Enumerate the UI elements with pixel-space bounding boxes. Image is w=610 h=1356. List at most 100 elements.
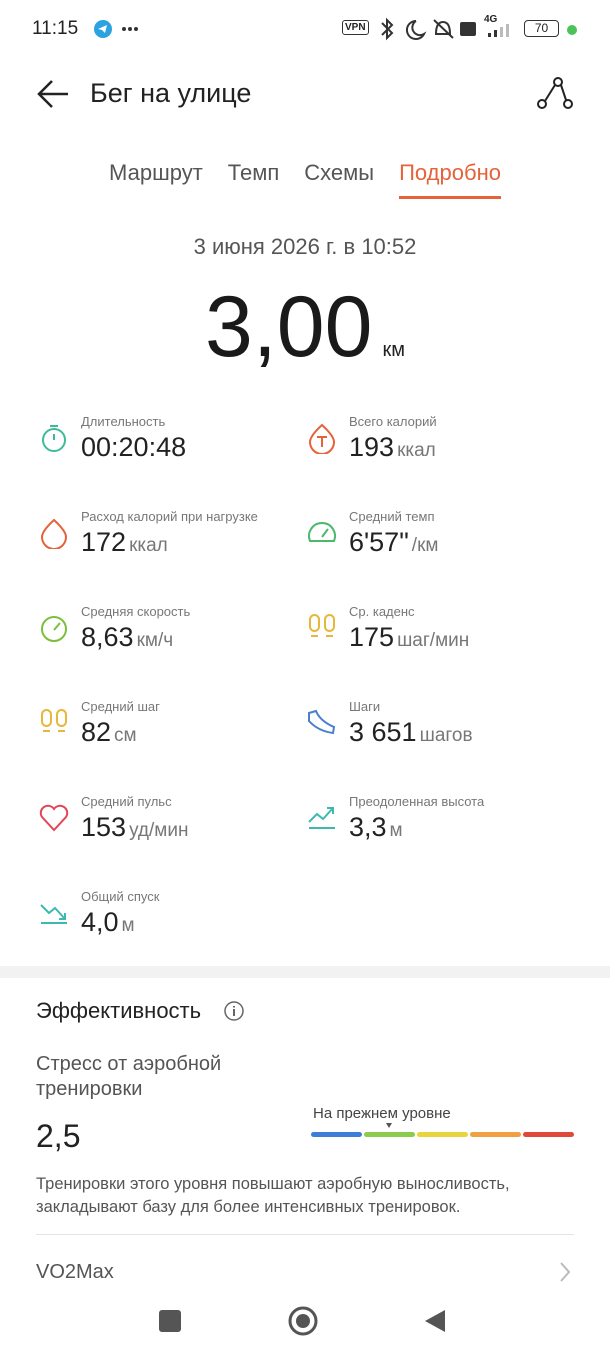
metric-label: Средняя скорость (81, 604, 191, 619)
metric-label: Ср. каденс (349, 604, 415, 619)
stress-label: Стресс от аэробной тренировки (36, 1053, 222, 1100)
metric-label: Расход калорий при нагрузке (81, 509, 258, 524)
metric-icon (308, 807, 335, 829)
metric-value-row: 6'57"/км (349, 527, 438, 558)
metric: Шаги 3 651 шагов (306, 699, 576, 779)
status-icons-right (381, 17, 476, 41)
level-scale (311, 1123, 574, 1137)
dot (567, 25, 577, 35)
metric-label: Общий спуск (81, 889, 160, 904)
metric-value: 172 (81, 527, 127, 557)
section-title: Эффективность (36, 998, 202, 1023)
metric-unit: уд/мин (129, 820, 189, 841)
metric-value: 6'57" (349, 527, 409, 557)
metric-value-row: 4,0 м (81, 907, 135, 938)
metric-value-row: 00:20:48 (81, 432, 186, 463)
metric-unit: км/ч (136, 630, 174, 651)
metric-icon (41, 616, 67, 642)
metric: Общий спуск 4,0 м (38, 889, 308, 969)
tabs: Маршрут Темп Схемы Подробно (0, 160, 610, 199)
separator (36, 1234, 574, 1235)
tab[interactable]: Маршрут (109, 160, 203, 185)
metric-value-row: 3 651 шагов (349, 717, 473, 748)
distance-value: 3,00 (205, 279, 373, 375)
vo2max-row[interactable]: VO2Max (36, 1261, 114, 1283)
metric-icon (40, 518, 68, 549)
metric-value-row: 8,63 км/ч (81, 622, 173, 653)
metric-label: Преодоленная высота (349, 794, 485, 809)
metric-unit: см (114, 725, 137, 746)
metric: Ср. каденс 175 шаг/мин (306, 604, 576, 684)
chevron (560, 1262, 571, 1282)
metric-icon (40, 904, 67, 924)
metric: Расход калорий при нагрузке 172 ккал (38, 509, 308, 589)
metric: Всего калорий 193 ккал (306, 414, 576, 494)
metric: Средний шаг 82 см (38, 699, 308, 779)
metric: Средний темп 6'57"/км (306, 509, 576, 589)
stress-value: 2,5 (36, 1118, 81, 1154)
metric: Длительность 00:20:48 (38, 414, 308, 494)
metric-value: 8,63 (81, 622, 134, 652)
vpn-icon: VPN (342, 20, 369, 35)
metric-value-row: 3,3 м (349, 812, 403, 843)
clock: 11:15 (32, 18, 79, 39)
back-button[interactable] (36, 78, 72, 110)
metric-unit: шагов (419, 725, 473, 746)
metric-label: Средний темп (349, 509, 435, 524)
metric-unit: ккал (397, 440, 436, 461)
tab[interactable]: Схемы (304, 160, 375, 185)
metric-value: 193 (349, 432, 395, 462)
back-nav-button[interactable] (425, 1310, 445, 1332)
metric-label: Средний шаг (81, 699, 160, 714)
metric-label: Длительность (81, 414, 166, 429)
metric-unit: м (389, 820, 403, 841)
metric-icon (308, 522, 336, 542)
metric-icon (308, 709, 336, 735)
level-label: На прежнем уровне (313, 1105, 451, 1122)
date: 3 июня 2026 г. в 10:52 (193, 234, 417, 259)
metric-value-row: 193 ккал (349, 432, 436, 463)
tab[interactable]: Темп (227, 160, 280, 185)
info-icon[interactable] (223, 1000, 245, 1022)
metric-value: 153 (81, 812, 127, 842)
metric: Преодоленная высота 3,3 м (306, 794, 576, 874)
signal (488, 24, 509, 37)
metric-label: Всего калорий (349, 414, 437, 429)
home-button[interactable] (288, 1306, 318, 1336)
metric-unit: шаг/мин (397, 630, 470, 651)
metric-icon (42, 425, 66, 452)
metric-value: 3 651 (349, 717, 417, 747)
battery: 70 (524, 20, 559, 37)
description: Тренировки этого уровня повышают аэробну… (36, 1175, 510, 1216)
nav-bar (159, 1306, 445, 1336)
metric-value: 00:20:48 (81, 432, 187, 462)
metric-icon (39, 804, 69, 832)
metric-unit: ккал (129, 535, 168, 556)
network-type: 4G (484, 14, 498, 25)
route-button[interactable] (536, 76, 576, 112)
divider (0, 966, 610, 978)
metric-unit: /км (411, 535, 439, 556)
metric: Средняя скорость 8,63 км/ч (38, 604, 308, 684)
metric-value-row: 82 см (81, 717, 137, 748)
page-title: Бег на улице (90, 78, 252, 108)
status-icons (94, 20, 138, 38)
metric-label: Средний пульс (81, 794, 172, 809)
metric-icon (308, 423, 336, 454)
metric-label: Шаги (349, 699, 381, 714)
recents-button[interactable] (159, 1310, 181, 1332)
metric-value-row: 175 шаг/мин (349, 622, 469, 653)
metric-icon (41, 709, 67, 732)
metric: Средний пульс 153 уд/мин (38, 794, 308, 874)
metric-value-row: 153 уд/мин (81, 812, 188, 843)
distance: 3,00 км (0, 278, 610, 377)
metric-value: 4,0 (81, 907, 119, 937)
metric-value: 175 (349, 622, 395, 652)
tab[interactable]: Подробно (399, 160, 501, 199)
metric-value-row: 172 ккал (81, 527, 168, 558)
metric-value: 3,3 (349, 812, 387, 842)
distance-unit: км (382, 339, 405, 361)
metric-unit: м (121, 915, 135, 936)
metric-value: 82 (81, 717, 112, 747)
